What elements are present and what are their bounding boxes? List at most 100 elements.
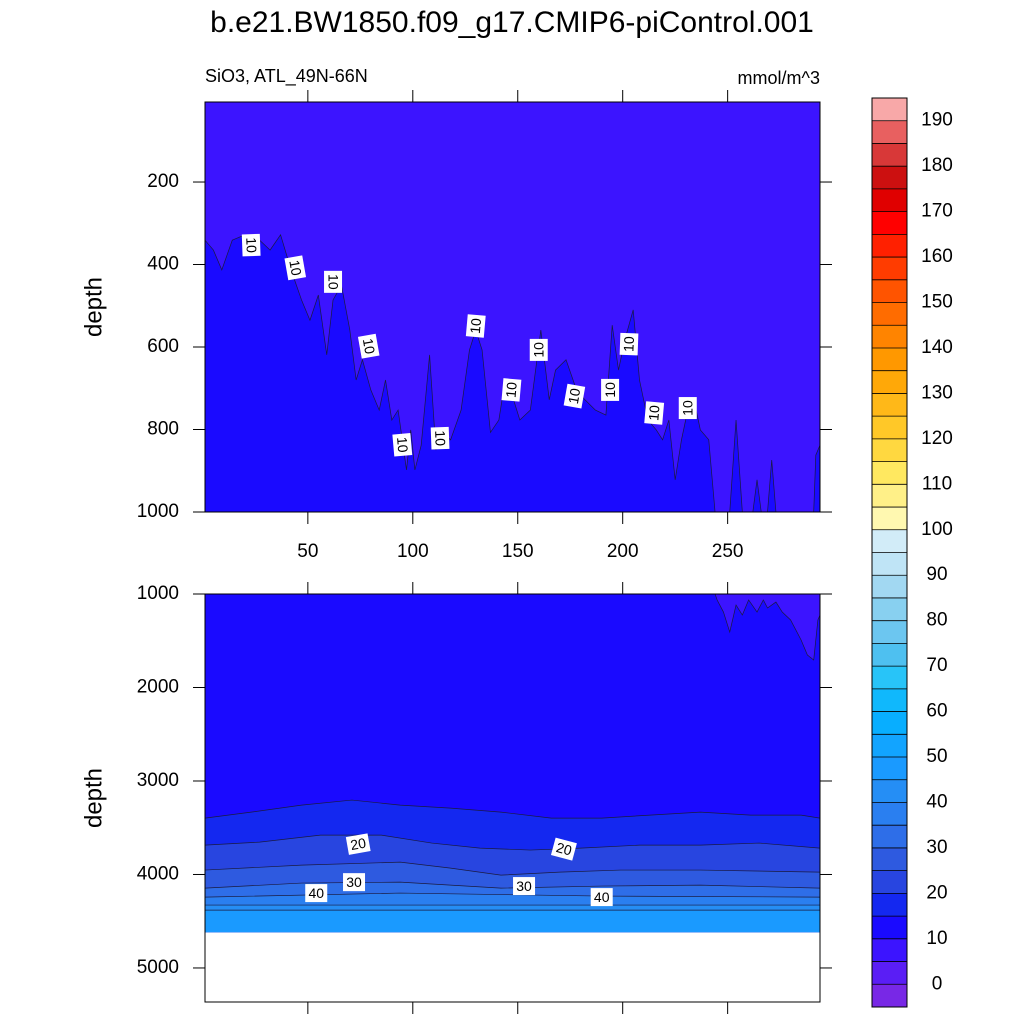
contour-line (205, 593, 821, 661)
colorbar-swatch (872, 552, 907, 576)
contour-fill (205, 234, 820, 512)
subtitle: SiO3, ATL_49N-66N (205, 66, 368, 87)
label-box (343, 873, 366, 892)
colorbar-frame (871, 97, 908, 1008)
colorbar-label: 190 (921, 110, 953, 131)
colorbar-swatch (872, 734, 907, 758)
contour-label-text: 20 (349, 835, 367, 853)
label-box (501, 378, 522, 402)
contour-label: 10 (430, 426, 450, 450)
colorbar-swatch (872, 166, 907, 189)
contour-label-text: 10 (394, 436, 411, 453)
colorbar-swatch (872, 620, 907, 644)
colorbar-label: 20 (926, 882, 947, 903)
contour-line (204, 799, 821, 819)
x-tick-label: 150 (502, 541, 534, 562)
contour-label: 10 (619, 332, 639, 356)
label-box (513, 877, 536, 896)
contour-line (204, 861, 821, 876)
colorbar-label: 30 (926, 837, 947, 858)
contour-label-text: 40 (594, 889, 610, 905)
colorbar-swatch (872, 279, 907, 303)
label-box (357, 333, 380, 359)
colorbar-swatch (872, 347, 907, 371)
colorbar-swatch (872, 802, 907, 826)
contour-label-text: 10 (679, 400, 695, 416)
contour-label-text: 10 (360, 337, 378, 355)
contour-fill (205, 910, 820, 933)
colorbar-swatch (872, 666, 907, 689)
colorbar-swatch (872, 893, 907, 917)
colorbar-label: 120 (921, 428, 953, 449)
colorbar-label: 150 (921, 292, 953, 313)
contour-label-text: 30 (346, 874, 362, 890)
colorbar-label: 90 (926, 564, 947, 585)
colorbar-label: 10 (926, 928, 947, 949)
colorbar-swatch (872, 484, 907, 508)
label-box (590, 888, 613, 907)
contour-label: 10 (357, 333, 380, 359)
colorbar-swatch (872, 575, 907, 598)
y-tick-label: 400 (147, 254, 179, 275)
contour-label: 10 (324, 270, 343, 293)
x-tick-label: 50 (297, 541, 318, 562)
colorbar-swatch (872, 416, 907, 439)
label-box (430, 426, 450, 450)
label-box (529, 338, 548, 361)
colorbar-swatch (872, 438, 907, 462)
contour-label-text: 10 (503, 381, 520, 398)
colorbar-label: 80 (926, 610, 947, 631)
contour-label-text: 10 (432, 430, 449, 446)
y-tick-label: 800 (147, 419, 179, 440)
plot-frame (204, 593, 821, 1003)
colorbar-swatch (872, 120, 907, 144)
contour-label: 10 (678, 397, 697, 420)
colorbar-label: 110 (922, 473, 952, 494)
label-box (678, 397, 697, 420)
contour-label: 10 (465, 314, 486, 338)
label-box (644, 401, 665, 425)
contour-label-text: 10 (325, 274, 341, 290)
colorbar-swatch (872, 916, 907, 939)
contour-label: 10 (601, 378, 620, 401)
contour-label-text: 10 (286, 259, 304, 277)
contour-line (204, 881, 821, 889)
contour-label: 30 (343, 873, 366, 892)
colorbar-swatch (872, 757, 907, 780)
y-tick-label: 1000 (137, 501, 179, 522)
contour-label: 40 (590, 888, 613, 907)
y-tick-label: 3000 (137, 770, 179, 791)
colorbar-swatch (872, 507, 907, 530)
colorbar-swatch (872, 597, 907, 621)
x-tick-label: 100 (397, 541, 429, 562)
colorbar-swatch (872, 984, 907, 1007)
colorbar-swatch (872, 234, 907, 258)
colorbar-label: 160 (921, 246, 953, 267)
colorbar-label: 40 (926, 791, 947, 812)
contour-label: 20 (550, 837, 577, 861)
contour-label-text: 10 (645, 404, 662, 421)
colorbar-label: 60 (926, 701, 947, 722)
contour-label-text: 10 (602, 382, 618, 398)
colorbar-swatch (872, 370, 907, 394)
colorbar-label: 70 (926, 655, 947, 676)
colorbar-swatch (872, 825, 907, 848)
contour-label: 10 (284, 255, 307, 281)
x-tick-label: 250 (712, 541, 744, 562)
colorbar-label: 130 (921, 382, 953, 403)
contour-label: 30 (513, 877, 536, 896)
colorbar-swatch (872, 302, 907, 326)
colorbar-swatch (872, 643, 907, 667)
colorbar-label: 170 (921, 201, 953, 222)
colorbar-swatch (872, 847, 907, 871)
y-tick-label: 600 (147, 336, 179, 357)
contour-label: 10 (501, 378, 522, 402)
plot-frame (204, 101, 821, 513)
contour-line (204, 834, 821, 851)
colorbar-label: 140 (921, 337, 953, 358)
colorbar-swatch (872, 188, 907, 212)
colorbar-label: 180 (921, 155, 953, 176)
colorbar-swatch (872, 143, 907, 167)
y-tick-label: 4000 (137, 863, 179, 884)
